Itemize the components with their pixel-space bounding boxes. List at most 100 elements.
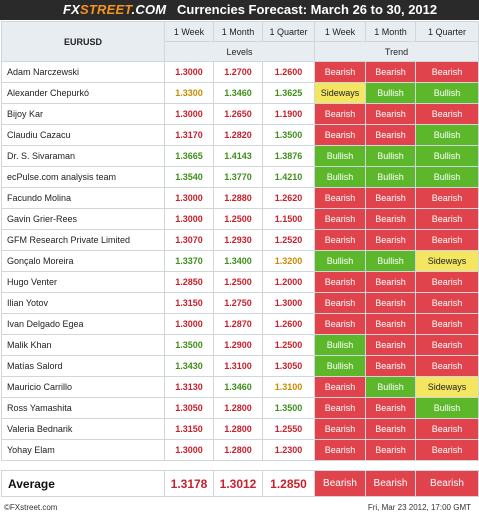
analyst-name[interactable]: Adam Narczewski [1, 61, 165, 83]
level-1-quarter: 1.2500 [262, 334, 315, 356]
analyst-name[interactable]: Malik Khan [1, 334, 165, 356]
level-1-month: 1.3100 [213, 355, 263, 377]
trend-1-month: Bearish [365, 271, 416, 293]
trend-1-month: Bearish [365, 397, 416, 419]
level-1-month: 1.3770 [213, 166, 263, 188]
level-1-month: 1.3460 [213, 376, 263, 398]
trend-1-month: Bearish [365, 439, 416, 461]
page-title: Currencies Forecast: March 26 to 30, 201… [177, 2, 438, 17]
level-1-week: 1.3430 [164, 355, 214, 377]
trend-1-quarter: Bearish [415, 187, 479, 209]
analyst-name[interactable]: Gonçalo Moreira [1, 250, 165, 272]
level-1-month: 1.2800 [213, 439, 263, 461]
level-1-week: 1.3000 [164, 103, 214, 125]
analyst-name[interactable]: Dr. S. Sivaraman [1, 145, 165, 167]
table-row: Gonçalo Moreira 1.3370 1.3400 1.3200 Bullish… [1, 250, 479, 272]
average-label: Average [1, 470, 165, 497]
level-1-quarter: 1.3625 [262, 82, 315, 104]
trend-1-week: Bearish [314, 397, 366, 419]
trend-1-month: Bearish [365, 61, 416, 83]
table-row: GFM Research Private Limited 1.3070 1.2930… [1, 229, 479, 251]
average-trend-1-week: Bearish [314, 470, 366, 497]
level-1-quarter: 1.3876 [262, 145, 315, 167]
analyst-name[interactable]: Yohay Elam [1, 439, 165, 461]
table-row: Dr. S. Sivaraman 1.3665 1.4143 1.3876 Bullis… [1, 145, 479, 167]
trend-1-quarter: Sideways [415, 376, 479, 398]
analyst-name[interactable]: Facundo Molina [1, 187, 165, 209]
level-1-quarter: 1.1500 [262, 208, 315, 230]
level-1-month: 1.3460 [213, 82, 263, 104]
table-row: Claudiu Cazacu 1.3170 1.2820 1.3500 Bearish B… [1, 124, 479, 146]
analyst-name[interactable]: Matías Salord [1, 355, 165, 377]
analyst-name[interactable]: Ilian Yotov [1, 292, 165, 314]
level-1-week: 1.3050 [164, 397, 214, 419]
analyst-name[interactable]: Hugo Venter [1, 271, 165, 293]
trend-1-month: Bearish [365, 124, 416, 146]
trend-1-week: Bearish [314, 124, 366, 146]
levels-1-month-header: 1 Month [213, 21, 263, 42]
logo-street: STREET [80, 2, 132, 17]
timestamp-text: Fri, Mar 23 2012, 17:00 GMT [367, 503, 471, 512]
analyst-name[interactable]: Alexander Chepurkó [1, 82, 165, 104]
analyst-name[interactable]: Ivan Delgado Egea [1, 313, 165, 335]
trend-1-week: Bullish [314, 166, 366, 188]
level-1-week: 1.3070 [164, 229, 214, 251]
trend-1-week: Bearish [314, 229, 366, 251]
trend-1-quarter: Bearish [415, 355, 479, 377]
table-row: Alexander Chepurkó 1.3300 1.3460 1.3625 Side… [1, 82, 479, 104]
trend-1-month: Bullish [365, 82, 416, 104]
analyst-name[interactable]: Ross Yamashita [1, 397, 165, 419]
trend-1-week: Bullish [314, 334, 366, 356]
level-1-quarter: 1.3200 [262, 250, 315, 272]
copyright-text: ©FXstreet.com [4, 503, 58, 512]
trend-1-month: Bearish [365, 355, 416, 377]
level-1-month: 1.2500 [213, 208, 263, 230]
trend-1-quarter: Bearish [415, 208, 479, 230]
trend-1-month: Bearish [365, 418, 416, 440]
fxstreet-logo[interactable]: FXSTREET.COM [63, 2, 166, 17]
trend-1-quarter: Bullish [415, 124, 479, 146]
level-1-month: 1.4143 [213, 145, 263, 167]
table-row: Mauricio Carrillo 1.3130 1.3460 1.3100 Beari… [1, 376, 479, 398]
level-1-week: 1.3000 [164, 61, 214, 83]
trend-1-month: Bullish [365, 376, 416, 398]
trend-1-quarter-header: 1 Quarter [415, 21, 479, 42]
level-1-month: 1.3400 [213, 250, 263, 272]
trend-1-month: Bearish [365, 313, 416, 335]
levels-1-quarter-header: 1 Quarter [262, 21, 315, 42]
analyst-name[interactable]: Claudiu Cazacu [1, 124, 165, 146]
header-bar: FXSTREET.COM Currencies Forecast: March … [0, 0, 479, 20]
analyst-name[interactable]: ecPulse.com analysis team [1, 166, 165, 188]
trend-group-header: Trend [314, 41, 479, 62]
level-1-week: 1.3300 [164, 82, 214, 104]
trend-1-quarter: Bearish [415, 229, 479, 251]
trend-1-month: Bearish [365, 208, 416, 230]
trend-1-week: Bearish [314, 187, 366, 209]
analyst-name[interactable]: Mauricio Carrillo [1, 376, 165, 398]
table-row: Yohay Elam 1.3000 1.2800 1.2300 Bearish Beari… [1, 439, 479, 461]
level-1-quarter: 1.2000 [262, 271, 315, 293]
average-trend-1-month: Bearish [365, 470, 416, 497]
level-1-quarter: 1.1900 [262, 103, 315, 125]
level-1-quarter: 1.2300 [262, 439, 315, 461]
analyst-name[interactable]: Gavin Grier-Rees [1, 208, 165, 230]
level-1-week: 1.3665 [164, 145, 214, 167]
level-1-month: 1.2700 [213, 61, 263, 83]
forecast-table: EURUSD 1 Week 1 Month 1 Quarter 1 Week 1… [1, 21, 479, 461]
analyst-name[interactable]: GFM Research Private Limited [1, 229, 165, 251]
trend-1-month: Bearish [365, 334, 416, 356]
trend-1-month: Bearish [365, 187, 416, 209]
level-1-quarter: 1.3500 [262, 124, 315, 146]
trend-1-month: Bearish [365, 229, 416, 251]
analyst-name[interactable]: Bijoy Kar [1, 103, 165, 125]
level-1-month: 1.2500 [213, 271, 263, 293]
analyst-name[interactable]: Valeria Bednarik [1, 418, 165, 440]
trend-1-quarter: Bearish [415, 439, 479, 461]
levels-1-week-header: 1 Week [164, 21, 214, 42]
level-1-week: 1.3540 [164, 166, 214, 188]
trend-1-quarter: Bearish [415, 103, 479, 125]
level-1-week: 1.3500 [164, 334, 214, 356]
level-1-quarter: 1.3100 [262, 376, 315, 398]
trend-1-quarter: Bearish [415, 313, 479, 335]
logo-fx: FX [63, 2, 81, 17]
